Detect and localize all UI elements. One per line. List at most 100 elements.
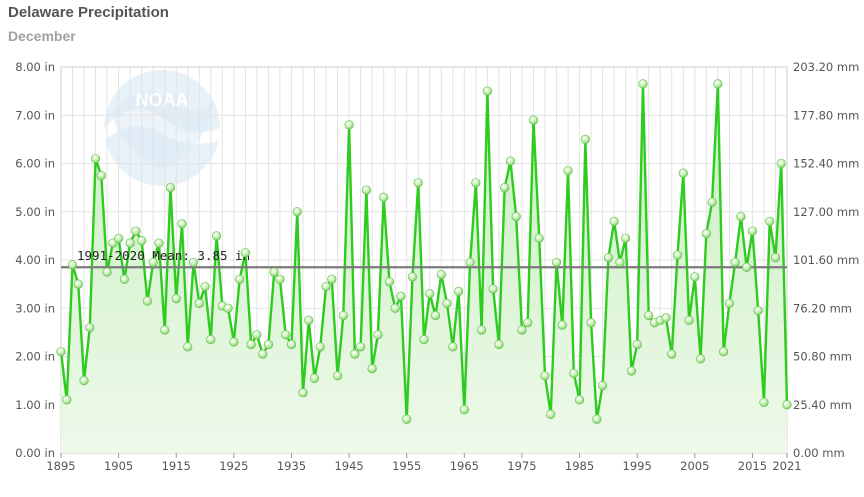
data-point — [724, 298, 734, 309]
data-point — [332, 371, 343, 381]
data-point — [684, 315, 694, 325]
axes: 0.00 in 0.00 mm 1.00 in 25.40 mm 2.00 in 50.8… — [15, 60, 859, 473]
data-point — [177, 219, 187, 229]
data-point — [580, 134, 590, 144]
data-point — [235, 274, 245, 284]
data-point — [356, 342, 366, 352]
data-point — [211, 231, 222, 241]
data-point — [540, 371, 550, 381]
data-point — [742, 262, 752, 272]
series-area — [61, 83, 787, 453]
data-point — [379, 192, 389, 202]
data-point — [384, 277, 395, 287]
data-point — [644, 310, 654, 321]
data-point — [402, 414, 412, 424]
noaa-logo-text: NOAA — [136, 90, 189, 110]
data-point — [338, 310, 348, 321]
data-point — [102, 267, 112, 277]
data-point — [759, 397, 769, 407]
data-point — [615, 257, 625, 268]
data-point — [96, 170, 106, 181]
data-point — [85, 322, 95, 333]
y-tick-left: 6.00 in — [15, 157, 55, 171]
data-point — [776, 158, 786, 169]
data-point — [67, 260, 78, 270]
data-point — [125, 238, 135, 248]
data-point — [350, 349, 360, 359]
y-tick-left: 0.00 in — [15, 446, 55, 460]
data-point — [695, 354, 706, 364]
data-point — [546, 409, 556, 420]
data-point — [246, 339, 256, 350]
data-point — [137, 236, 147, 246]
data-point — [661, 313, 671, 323]
y-tick-right: 76.20 mm — [793, 301, 852, 315]
data-point — [569, 368, 579, 378]
data-point — [586, 318, 596, 328]
data-point — [344, 120, 354, 130]
data-point — [252, 330, 262, 340]
x-tick-label: 2005 — [680, 459, 709, 473]
data-point — [315, 342, 325, 352]
data-point — [453, 286, 464, 296]
data-point — [765, 216, 775, 226]
data-point — [442, 298, 452, 309]
data-point — [436, 269, 446, 280]
data-point — [719, 347, 729, 357]
y-tick-left: 4.00 in — [15, 253, 55, 267]
y-tick-right: 50.80 mm — [793, 350, 852, 364]
x-tick-label: 1955 — [392, 459, 421, 473]
chart-title: Delaware Precipitation — [8, 4, 169, 21]
x-tick-label: 1945 — [334, 459, 363, 473]
data-point — [114, 233, 124, 243]
data-point — [667, 349, 677, 359]
data-point — [488, 284, 498, 294]
y-tick-right: 25.40 mm — [793, 398, 852, 412]
data-point — [321, 281, 331, 292]
data-point — [390, 303, 400, 313]
data-point — [62, 395, 72, 405]
data-point — [632, 339, 642, 350]
data-point — [263, 339, 274, 350]
data-point — [396, 291, 406, 301]
data-point — [407, 272, 418, 282]
data-point — [782, 400, 792, 410]
data-point — [304, 315, 314, 325]
x-tick-label: 2021 — [772, 459, 801, 473]
data-point — [626, 366, 637, 376]
data-point — [609, 216, 619, 226]
data-point — [621, 233, 631, 243]
data-point — [598, 380, 608, 391]
data-point — [160, 325, 170, 335]
data-point — [269, 267, 279, 277]
data-point — [171, 294, 181, 304]
mean-label: 1991-2020 Mean: 3.85 in — [77, 248, 250, 263]
data-point — [736, 211, 746, 222]
x-tick-label: 1975 — [507, 459, 536, 473]
data-point — [200, 281, 210, 292]
data-point — [298, 388, 308, 398]
x-tick-label: 2015 — [738, 459, 767, 473]
y-tick-right: 152.40 mm — [793, 157, 859, 171]
x-tick-label: 1905 — [104, 459, 133, 473]
data-point — [258, 349, 268, 359]
data-point — [465, 257, 475, 268]
x-tick-label: 1915 — [162, 459, 191, 473]
data-point — [413, 178, 423, 188]
data-point — [753, 306, 763, 316]
data-point — [523, 318, 533, 328]
data-point — [534, 233, 544, 243]
chart-subtitle: December — [8, 28, 76, 44]
x-tick-label: 1935 — [277, 459, 306, 473]
data-point — [638, 79, 648, 89]
x-tick-label: 1995 — [623, 459, 652, 473]
data-point — [713, 79, 723, 89]
y-tick-right: 0.00 mm — [793, 446, 845, 460]
data-point — [557, 320, 567, 330]
y-tick-left: 7.00 in — [15, 108, 55, 122]
data-point — [448, 342, 458, 352]
data-point — [148, 257, 158, 268]
y-tick-left: 2.00 in — [15, 350, 55, 364]
mean-line-group: 1991-2020 Mean: 3.85 in — [61, 248, 787, 269]
data-point — [517, 325, 527, 335]
